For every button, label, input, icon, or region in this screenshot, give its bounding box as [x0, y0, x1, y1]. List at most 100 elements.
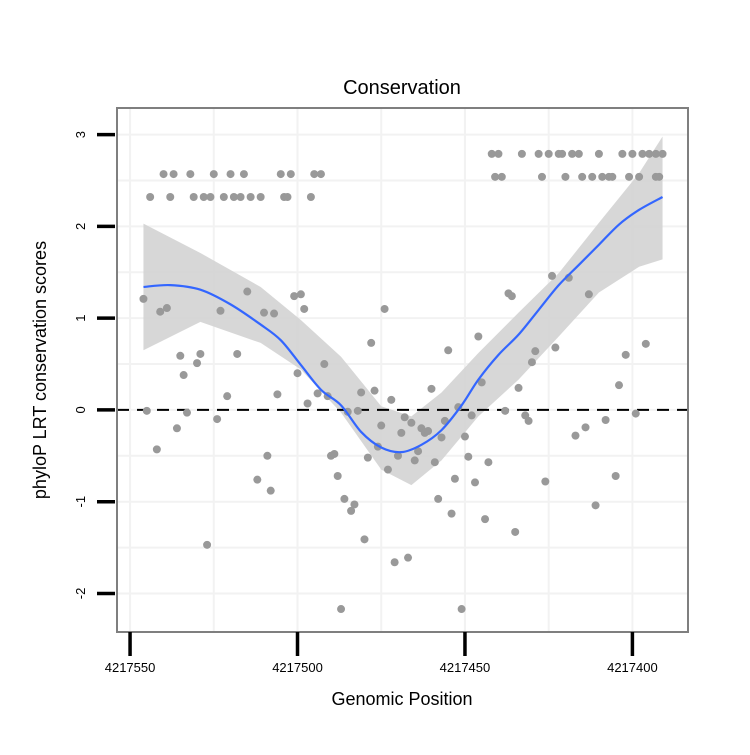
data-point: [286, 170, 295, 179]
data-point: [273, 390, 282, 399]
data-point: [316, 170, 325, 179]
data-point: [578, 172, 587, 181]
data-point: [189, 193, 198, 202]
data-point: [236, 193, 245, 202]
y-tick-label: 3: [73, 131, 88, 138]
data-point: [454, 403, 463, 412]
data-point: [193, 359, 202, 368]
data-point: [276, 170, 285, 179]
data-point: [561, 172, 570, 181]
data-point: [179, 371, 188, 380]
data-point: [360, 535, 369, 544]
data-point: [300, 304, 309, 313]
data-point: [162, 304, 171, 313]
data-point: [246, 193, 255, 202]
data-point: [430, 458, 439, 467]
data-point: [293, 369, 302, 378]
data-point: [239, 170, 248, 179]
data-point: [424, 427, 433, 436]
data-point: [524, 416, 533, 425]
data-point: [427, 384, 436, 393]
data-point: [514, 383, 523, 392]
data-point: [290, 292, 299, 301]
data-point: [464, 452, 473, 461]
data-point: [594, 149, 603, 158]
data-point: [568, 149, 577, 158]
data-point: [397, 428, 406, 437]
data-point: [558, 149, 567, 158]
data-point: [350, 500, 359, 509]
data-point: [484, 458, 493, 467]
data-point: [615, 381, 624, 390]
data-point: [608, 172, 617, 181]
smooth-fit-line: [143, 196, 664, 454]
data-point: [437, 433, 446, 442]
data-point: [635, 172, 644, 181]
data-point: [213, 415, 222, 424]
data-point: [216, 306, 225, 315]
data-point: [591, 501, 600, 510]
data-point: [658, 149, 667, 158]
data-point: [310, 170, 319, 179]
data-point: [337, 605, 346, 614]
data-point: [491, 172, 500, 181]
data-point: [631, 409, 640, 418]
data-point: [260, 308, 269, 317]
x-axis-label: Genomic Position: [331, 689, 472, 709]
data-point: [146, 193, 155, 202]
data-point: [176, 351, 185, 360]
data-point: [347, 506, 356, 515]
data-point: [243, 287, 252, 296]
x-axis-ticks: 4217550 4217500 4217450 4217400: [105, 632, 658, 675]
data-point: [353, 406, 362, 415]
data-point: [383, 465, 392, 474]
data-point: [487, 149, 496, 158]
data-point: [548, 271, 557, 280]
data-point: [209, 170, 218, 179]
data-point: [296, 290, 305, 299]
data-point: [156, 307, 165, 316]
data-point: [400, 413, 409, 422]
data-point: [152, 445, 161, 454]
data-point: [571, 431, 580, 440]
data-point: [303, 399, 312, 408]
data-point: [387, 395, 396, 404]
data-point: [139, 294, 148, 303]
data-point: [253, 475, 262, 484]
data-point: [404, 553, 413, 562]
data-point: [223, 392, 232, 401]
data-point: [611, 471, 620, 480]
data-point: [497, 172, 506, 181]
data-point: [330, 449, 339, 458]
data-point: [601, 416, 610, 425]
data-point: [641, 339, 650, 348]
data-point: [166, 193, 175, 202]
data-point: [393, 451, 402, 460]
data-point: [434, 494, 443, 503]
data-point: [481, 515, 490, 524]
data-point: [357, 388, 366, 397]
y-axis-ticks: -2 -1 0 1 2 3: [73, 131, 115, 599]
data-point: [638, 149, 647, 158]
data-point: [537, 172, 546, 181]
data-point: [460, 432, 469, 441]
x-tick-label: 4217500: [272, 660, 323, 675]
data-point: [511, 527, 520, 536]
data-point: [471, 478, 480, 487]
y-tick-label: 2: [73, 223, 88, 230]
x-tick-label: 4217400: [607, 660, 658, 675]
y-tick-label: 1: [73, 315, 88, 322]
smooth-fit-path: [143, 196, 664, 454]
data-point: [474, 332, 483, 341]
data-point: [142, 406, 151, 415]
data-point: [447, 509, 456, 518]
y-axis-label: phyloP LRT conservation scores: [30, 241, 50, 499]
data-point: [206, 193, 215, 202]
data-point: [313, 389, 322, 398]
data-point: [219, 193, 228, 202]
data-point: [390, 558, 399, 567]
data-point: [645, 149, 654, 158]
data-point: [199, 193, 208, 202]
data-point: [531, 347, 540, 356]
data-point: [494, 149, 503, 158]
